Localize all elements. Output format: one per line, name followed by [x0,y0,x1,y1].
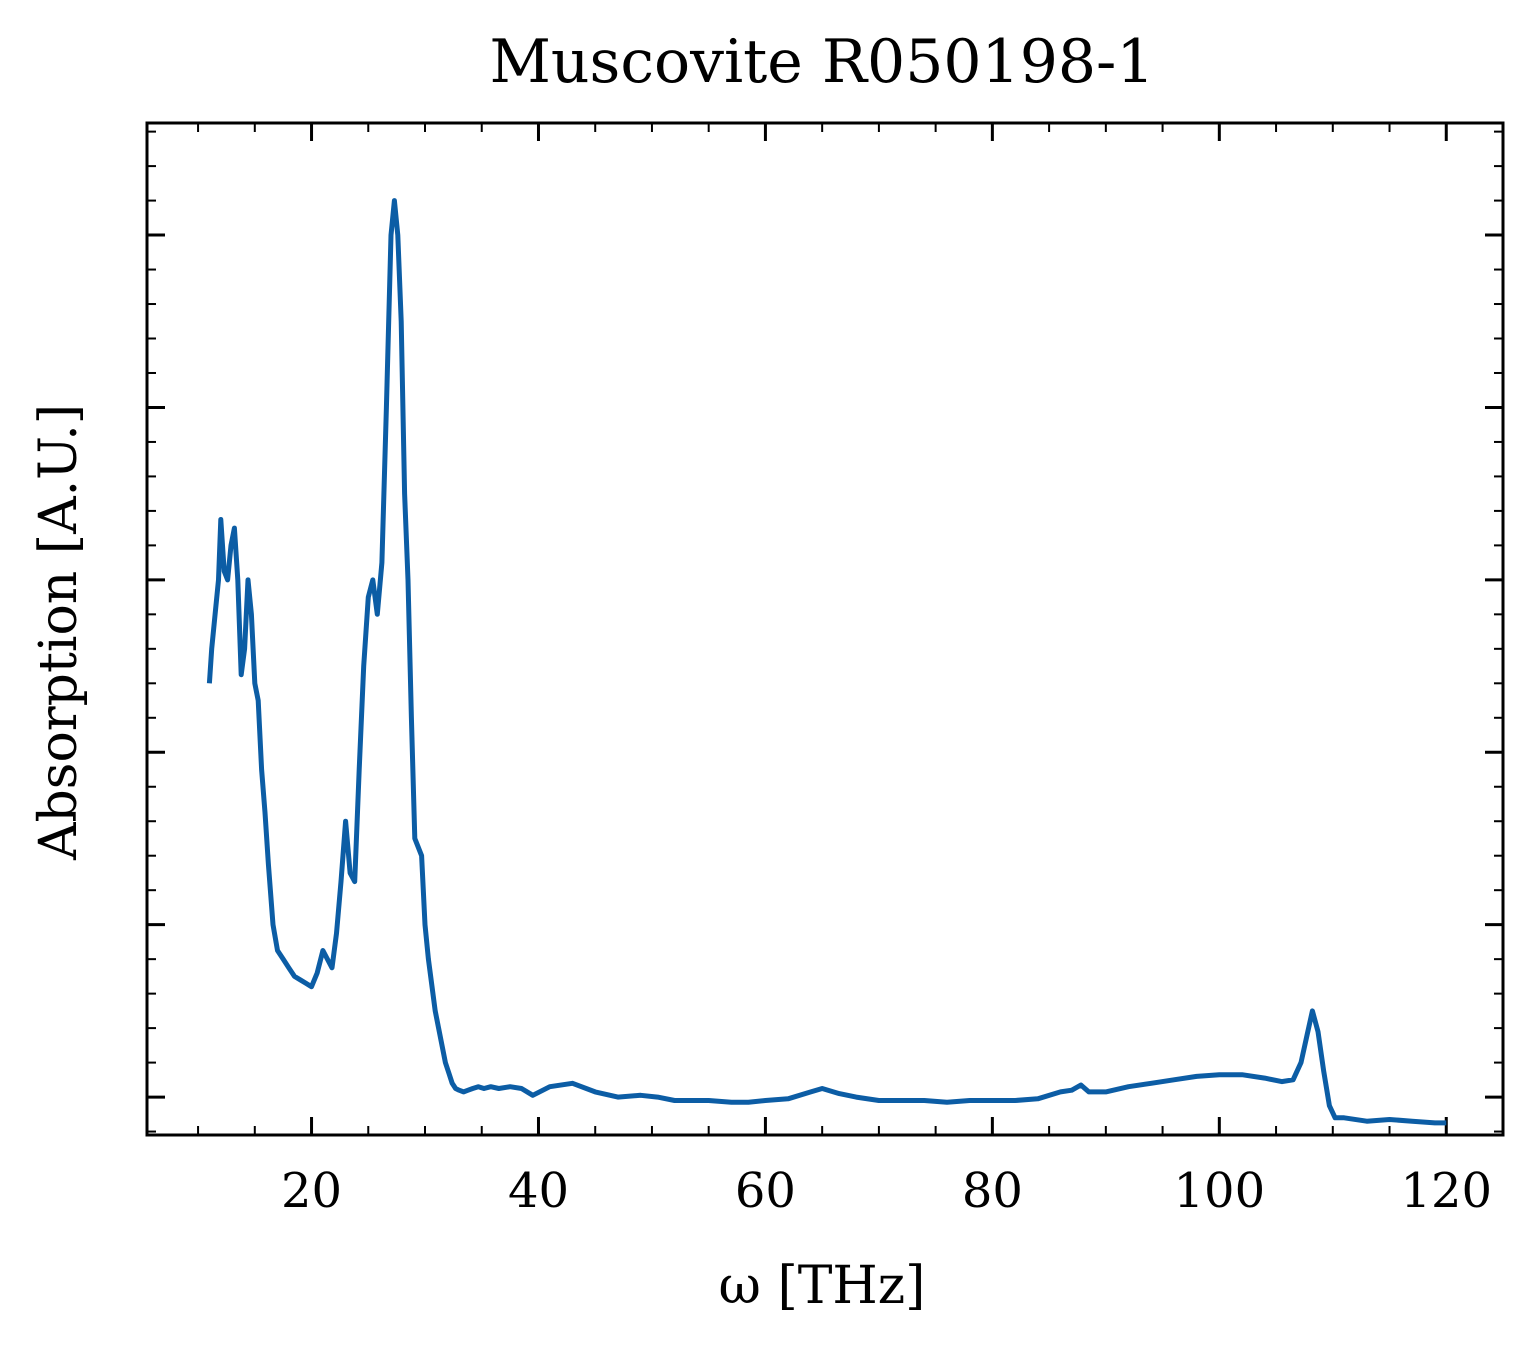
x-tick-label: 40 [508,1163,569,1219]
x-tick-label: 120 [1400,1163,1492,1219]
x-tick-label: 60 [735,1163,796,1219]
chart-title: Muscovite R050198-1 [489,27,1154,97]
x-tick-label: 80 [962,1163,1023,1219]
x-tick-label: 20 [281,1163,342,1219]
x-axis-label: ω [THz] [719,1256,926,1316]
y-axis-label: Absorption [A.U.] [29,404,89,861]
plot-frame [145,121,1505,1137]
axis-ticks [147,123,1504,1135]
x-tick-labels: 20 40 60 80 100 120 [281,1163,1492,1219]
x-tick-label: 100 [1174,1163,1266,1219]
absorption-series-line [206,198,1447,1126]
